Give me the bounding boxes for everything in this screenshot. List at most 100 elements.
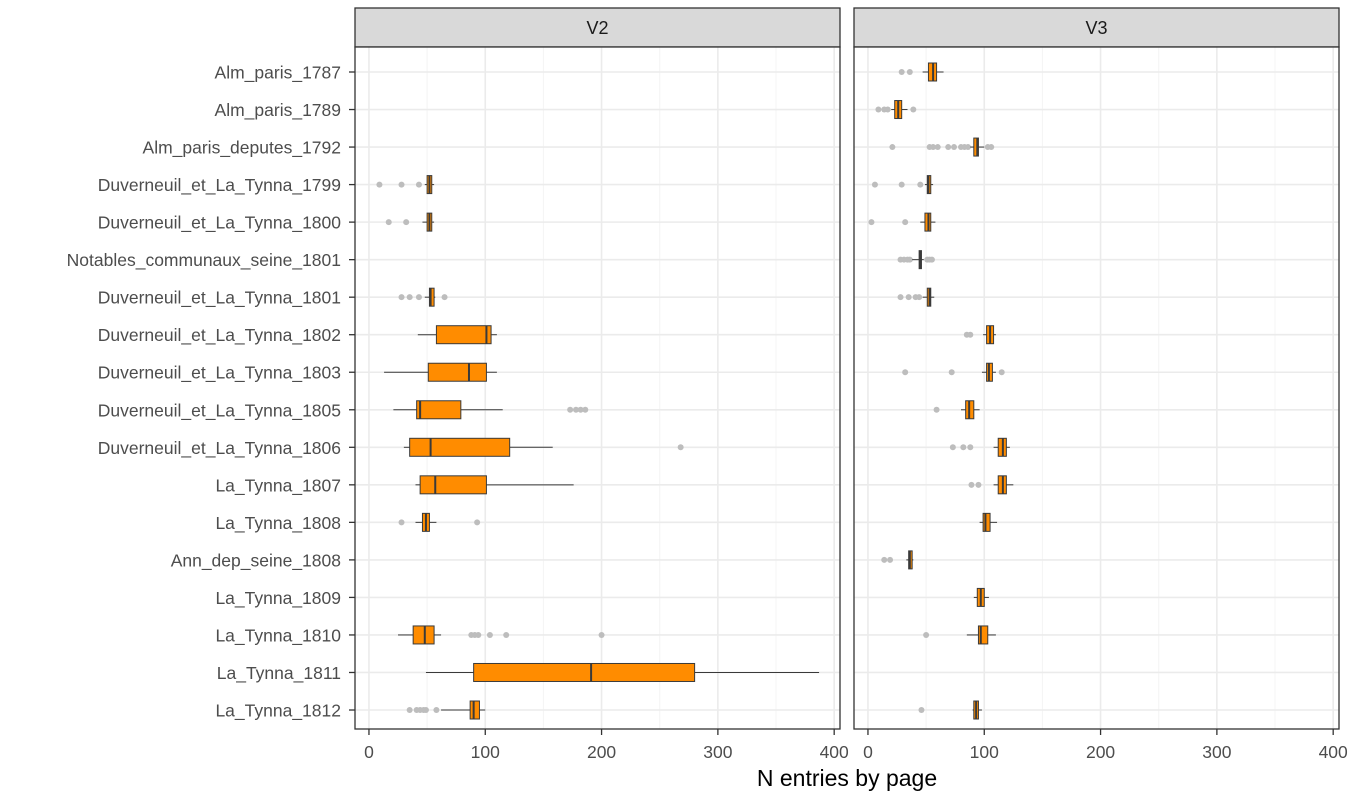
x-tick-label: 200 — [587, 742, 616, 762]
boxplot-Duverneuil_et_La_Tynna_1803 — [902, 362, 1005, 382]
outlier-point — [967, 444, 974, 451]
boxplot-La_Tynna_1808 — [398, 512, 481, 532]
outlier-point — [967, 331, 974, 338]
outlier-point — [884, 106, 891, 113]
outlier-point — [398, 294, 405, 301]
iqr-box — [419, 475, 487, 495]
outlier-point — [875, 106, 882, 113]
boxplot-Duverneuil_et_La_Tynna_1801 — [897, 287, 935, 307]
outlier-point — [889, 144, 896, 151]
outlier-point — [398, 519, 405, 526]
boxplot-La_Tynna_1810 — [923, 625, 996, 645]
boxplot-Notables_communaux_seine_1801 — [897, 250, 935, 270]
outlier-point — [928, 256, 935, 263]
boxplot-Ann_dep_seine_1808 — [881, 550, 914, 570]
y-tick-label: Duverneuil_et_La_Tynna_1805 — [98, 400, 341, 421]
outlier-point — [964, 144, 971, 151]
iqr-box — [469, 700, 480, 720]
boxplot-La_Tynna_1807 — [968, 475, 1014, 495]
boxplot-Duverneuil_et_La_Tynna_1799 — [376, 175, 435, 195]
outlier-point — [930, 144, 937, 151]
facet-panels: V2 0 100 200 300 400 V3 0 100 200 300 400 — [354, 7, 1348, 762]
panel-background — [854, 47, 1339, 729]
outlier-point — [598, 631, 605, 638]
boxplot-Duverneuil_et_La_Tynna_1800 — [868, 212, 936, 232]
y-tick-label: La_Tynna_1812 — [215, 701, 341, 722]
y-tick-label: Duverneuil_et_La_Tynna_1803 — [98, 363, 341, 384]
outlier-point — [933, 406, 940, 413]
outlier-point — [906, 69, 913, 75]
outlier-point — [910, 106, 917, 113]
outlier-point — [433, 707, 440, 714]
panel-border — [354, 46, 841, 730]
facet-strip — [354, 7, 841, 48]
boxplot-Duverneuil_et_La_Tynna_1806 — [949, 437, 1010, 457]
boxplot-La_Tynna_1812 — [918, 700, 982, 720]
outlier-point — [871, 181, 878, 188]
x-axis-title: N entries by page — [757, 765, 937, 791]
y-tick-label: La_Tynna_1810 — [215, 625, 341, 646]
outlier-point — [415, 294, 422, 301]
x-tick-label: 400 — [1319, 742, 1348, 762]
x-tick-label: 100 — [471, 742, 500, 762]
panel-background — [355, 47, 840, 729]
y-tick-label: Duverneuil_et_La_Tynna_1799 — [98, 175, 341, 196]
outlier-point — [572, 406, 579, 413]
iqr-box — [977, 625, 989, 645]
boxplot-La_Tynna_1808 — [979, 512, 998, 532]
outlier-point — [968, 481, 975, 488]
outlier-point — [441, 294, 448, 301]
y-tick-label: Alm_paris_deputes_1792 — [143, 138, 341, 159]
facet-panel-v3: V3 0 100 200 300 400 — [853, 7, 1348, 762]
outlier-point — [923, 631, 930, 638]
outlier-point — [945, 144, 952, 151]
facet-strip — [853, 7, 1340, 48]
boxplot-La_Tynna_1810 — [398, 625, 605, 645]
outlier-point — [503, 631, 510, 638]
outlier-point — [582, 406, 589, 413]
outlier-point — [577, 406, 584, 413]
x-tick-label: 400 — [820, 742, 849, 762]
x-tick-label: 0 — [863, 742, 873, 762]
boxplot-Duverneuil_et_La_Tynna_1801 — [398, 287, 448, 307]
outlier-point — [567, 406, 574, 413]
outlier-point — [385, 219, 392, 226]
x-tick-label: 300 — [1202, 742, 1231, 762]
outlier-point — [868, 219, 875, 226]
facet-strip-label: V3 — [1085, 18, 1107, 38]
iqr-box — [473, 662, 696, 682]
boxplot-Duverneuil_et_La_Tynna_1805 — [393, 400, 589, 420]
outlier-point — [403, 219, 410, 226]
x-tick-label: 300 — [703, 742, 732, 762]
y-tick-label: Duverneuil_et_La_Tynna_1802 — [98, 325, 341, 346]
outlier-point — [905, 294, 912, 301]
boxplot-Alm_paris_deputes_1792 — [889, 137, 995, 157]
outlier-point — [934, 144, 941, 151]
boxplot-Duverneuil_et_La_Tynna_1805 — [933, 400, 980, 420]
boxplot-La_Tynna_1809 — [973, 587, 989, 607]
outlier-point — [960, 444, 967, 451]
outlier-point — [898, 181, 905, 188]
y-tick-label: Duverneuil_et_La_Tynna_1806 — [98, 438, 341, 459]
outlier-point — [948, 369, 955, 376]
outlier-point — [406, 707, 413, 714]
boxplot-Alm_paris_1789 — [875, 100, 917, 120]
iqr-box — [409, 437, 511, 457]
y-tick-label: Ann_dep_seine_1808 — [171, 550, 341, 571]
boxplot-Duverneuil_et_La_Tynna_1803 — [384, 362, 497, 382]
category-tick-labels: Alm_paris_1787 Alm_paris_1789 Alm_paris_de… — [67, 63, 355, 722]
outlier-point — [415, 181, 422, 188]
iqr-box — [982, 512, 991, 532]
x-tick-label: 200 — [1086, 742, 1115, 762]
y-tick-label: Duverneuil_et_La_Tynna_1801 — [98, 288, 341, 309]
outlier-point — [881, 556, 888, 563]
facet-panel-v2: V2 0 100 200 300 400 — [354, 7, 849, 762]
outlier-point — [376, 181, 383, 188]
boxplot-Duverneuil_et_La_Tynna_1799 — [871, 175, 934, 195]
outlier-point — [677, 444, 684, 451]
outlier-point — [949, 444, 956, 451]
y-tick-label: La_Tynna_1809 — [215, 588, 341, 609]
x-tick-label: 100 — [970, 742, 999, 762]
outlier-point — [951, 144, 958, 151]
